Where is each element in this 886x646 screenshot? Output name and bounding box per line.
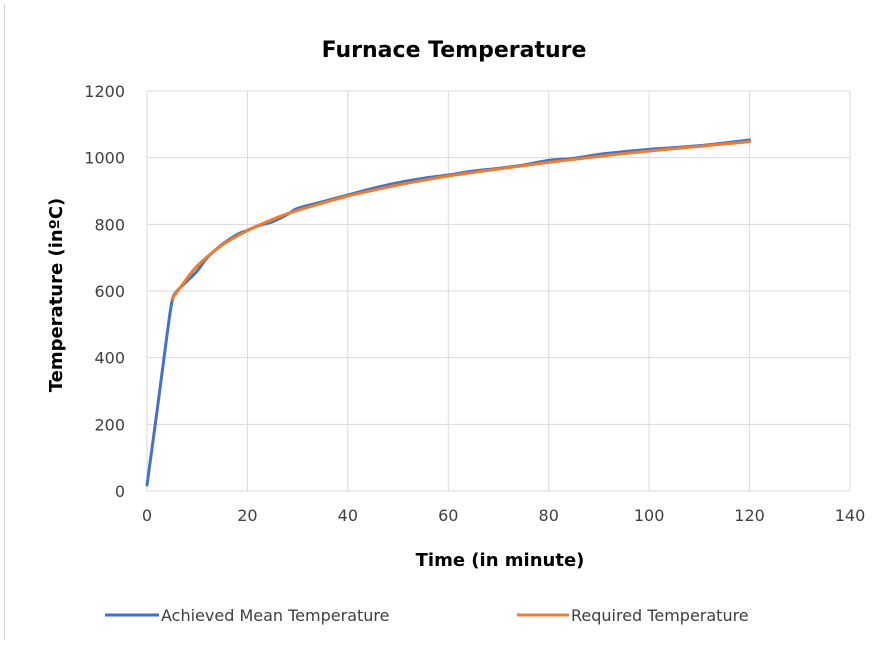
x-tick-label: 100 (634, 506, 665, 525)
x-tick-label: 40 (338, 506, 358, 525)
y-tick-label: 0 (115, 482, 125, 501)
frame-border (4, 4, 5, 640)
x-tick-label: 120 (734, 506, 765, 525)
chart-title: Furnace Temperature (322, 38, 587, 63)
chart-frame: Furnace Temperature 0 20 40 60 80 100 120 140 0… (4, 4, 880, 640)
legend: Achieved Mean Temperature Required Temper… (105, 606, 749, 625)
x-tick-label: 60 (438, 506, 458, 525)
grid-lines (147, 91, 850, 491)
y-tick-label: 1200 (84, 82, 125, 101)
y-tick-label: 800 (94, 215, 125, 234)
y-tick-label: 400 (94, 349, 125, 368)
y-tick-label: 200 (94, 415, 125, 434)
x-tick-labels: 0 20 40 60 80 100 120 140 (142, 506, 865, 525)
x-tick-label: 20 (237, 506, 257, 525)
x-tick-label: 80 (539, 506, 559, 525)
x-tick-label: 0 (142, 506, 152, 525)
series-line-required (172, 142, 749, 299)
legend-label: Required Temperature (571, 606, 749, 625)
y-tick-label: 600 (94, 282, 125, 301)
y-tick-labels: 0 200 400 600 800 1000 1200 (84, 82, 125, 501)
legend-label: Achieved Mean Temperature (161, 606, 389, 625)
x-axis-label: Time (in minute) (416, 550, 585, 571)
x-tick-label: 140 (835, 506, 866, 525)
y-axis-label: Temperature (inºC) (46, 198, 67, 393)
y-tick-label: 1000 (84, 149, 125, 168)
chart-svg: Furnace Temperature 0 20 40 60 80 100 120 140 0… (4, 4, 880, 640)
